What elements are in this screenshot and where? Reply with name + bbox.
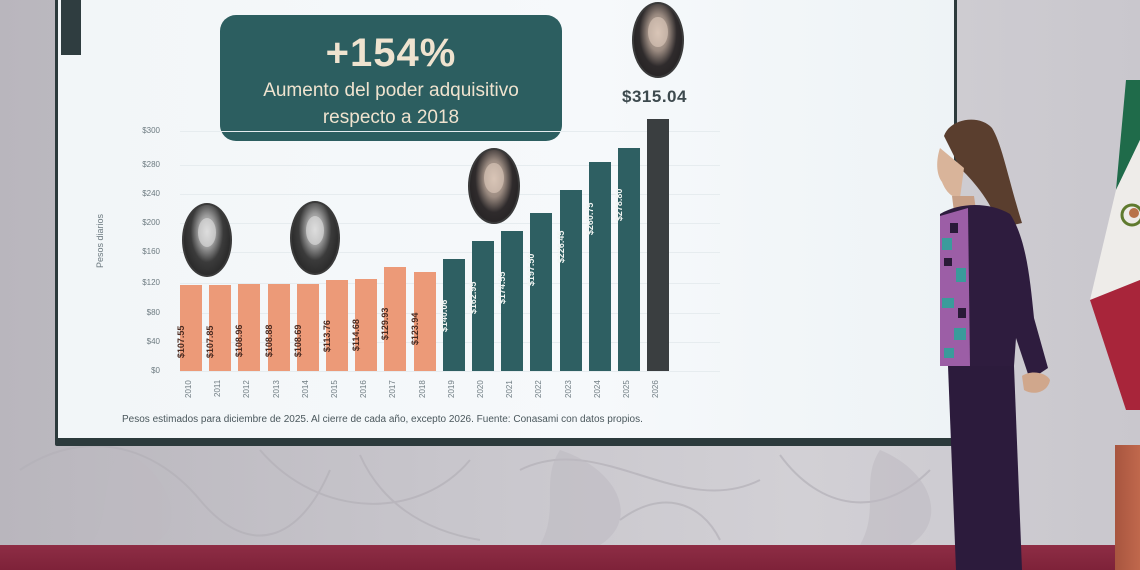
x-axis-tick: 2017 <box>388 380 398 398</box>
y-axis-tick: $160 <box>142 247 160 256</box>
bar-2010: $107.55 <box>176 284 202 371</box>
bar-2022: $197.50 <box>526 213 553 371</box>
presenter <box>937 119 1050 570</box>
portrait-2013-2018-period <box>290 201 340 275</box>
bar-value-label: $129.93 <box>380 307 391 341</box>
bar-value-label: $174.55 <box>497 271 508 305</box>
bar-value-label: $140.06 <box>438 299 449 333</box>
gridline <box>180 371 720 372</box>
x-axis-tick: 2019 <box>446 380 456 398</box>
bar-2012: $108.96 <box>234 283 261 371</box>
x-axis-tick: 2024 <box>592 380 602 398</box>
bar-value-label: $107.55 <box>176 325 186 359</box>
x-axis-tick: 2012 <box>242 380 252 398</box>
x-axis-tick: 2016 <box>359 380 369 398</box>
bar-2023: $226.45 <box>556 189 582 371</box>
gridline <box>180 223 720 224</box>
gridline <box>180 252 720 253</box>
bar-2021: $174.55 <box>497 231 524 371</box>
y-axis-label: Pesos diarios <box>95 213 105 268</box>
projection-screen: +154% Aumento del poder adquisitivo resp… <box>58 0 954 438</box>
headline-subtitle-line2: respecto a 2018 <box>322 107 460 128</box>
bar-value-label: $123.94 <box>409 312 420 345</box>
bar-2013: $108.88 <box>264 283 290 371</box>
y-axis-tick: $40 <box>146 337 160 346</box>
x-axis-tick: 2022 <box>534 380 544 398</box>
gridline <box>180 165 720 166</box>
mexican-flag <box>1090 80 1140 410</box>
y-axis-tick: $80 <box>146 308 160 317</box>
bar-2017: $129.93 <box>380 267 407 371</box>
screen-top-tab <box>61 0 81 55</box>
x-axis-tick: 2010 <box>184 380 193 398</box>
bar-value-label: $108.69 <box>292 324 303 358</box>
x-axis-tick: 2014 <box>300 380 310 398</box>
bar-2019: $140.06 <box>439 258 465 371</box>
bar-value-label: $197.50 <box>526 253 537 287</box>
x-axis-tick: 2023 <box>563 380 573 398</box>
x-axis-tick: 2011 <box>213 380 223 398</box>
y-axis-tick: $240 <box>142 189 160 198</box>
bar-value-label: $260.75 <box>584 202 595 236</box>
portrait-2026 <box>632 2 684 78</box>
y-axis-tick: $280 <box>142 160 160 169</box>
bar-2015: $113.76 <box>322 279 348 371</box>
bar-2011: $107.85 <box>205 284 232 371</box>
headline-subtitle-line1: Aumento del poder adquisitivo <box>263 80 519 101</box>
x-axis-tick: 2020 <box>476 380 485 398</box>
bar-2016: $114.68 <box>351 279 378 371</box>
y-axis-tick: $300 <box>142 126 160 135</box>
chart-footnote: Pesos estimados para diciembre de 2025. … <box>122 414 643 425</box>
x-axis-tick: 2026 <box>651 380 661 398</box>
bar-2014: $108.69 <box>293 284 319 371</box>
bar-value-label: $162.95 <box>468 281 478 314</box>
portrait-2019-2024-period <box>468 148 520 224</box>
bar-value-label: $278.80 <box>614 188 624 222</box>
bar-value-label: $114.68 <box>351 319 362 352</box>
x-axis-tick: 2013 <box>271 380 281 398</box>
bar-value-label: $113.76 <box>322 320 332 353</box>
bar-2026 <box>647 118 670 371</box>
x-axis-tick: 2021 <box>505 380 515 398</box>
y-axis-tick: $200 <box>142 218 160 227</box>
peak-value-label: $315.04 <box>622 87 687 106</box>
portrait-2010-2012-period <box>182 203 232 277</box>
headline-box: +154% Aumento del poder adquisitivo resp… <box>220 15 562 141</box>
x-axis-tick: 2018 <box>417 380 427 398</box>
gridline <box>180 194 720 195</box>
wall-decorative-pattern <box>19 445 932 545</box>
bar-value-label: $107.85 <box>205 325 216 358</box>
bar-value-label: $108.96 <box>234 324 245 357</box>
bar-2024: $260.75 <box>585 162 611 371</box>
podium <box>1115 445 1140 570</box>
bar-value-label: $226.45 <box>555 230 566 263</box>
y-axis-tick: $0 <box>151 366 160 375</box>
y-axis-tick: $120 <box>142 278 160 287</box>
stage-floor <box>0 545 1140 570</box>
bar-2025: $278.80 <box>614 147 640 371</box>
x-axis-tick: 2025 <box>622 380 631 398</box>
bar-2020: $162.95 <box>468 240 494 371</box>
headline-percentage: +154% <box>325 31 457 75</box>
gridline <box>180 131 720 132</box>
x-axis-tick: 2015 <box>330 380 339 398</box>
bar-value-label: $108.88 <box>263 324 274 357</box>
bar-2018: $123.94 <box>410 271 436 371</box>
